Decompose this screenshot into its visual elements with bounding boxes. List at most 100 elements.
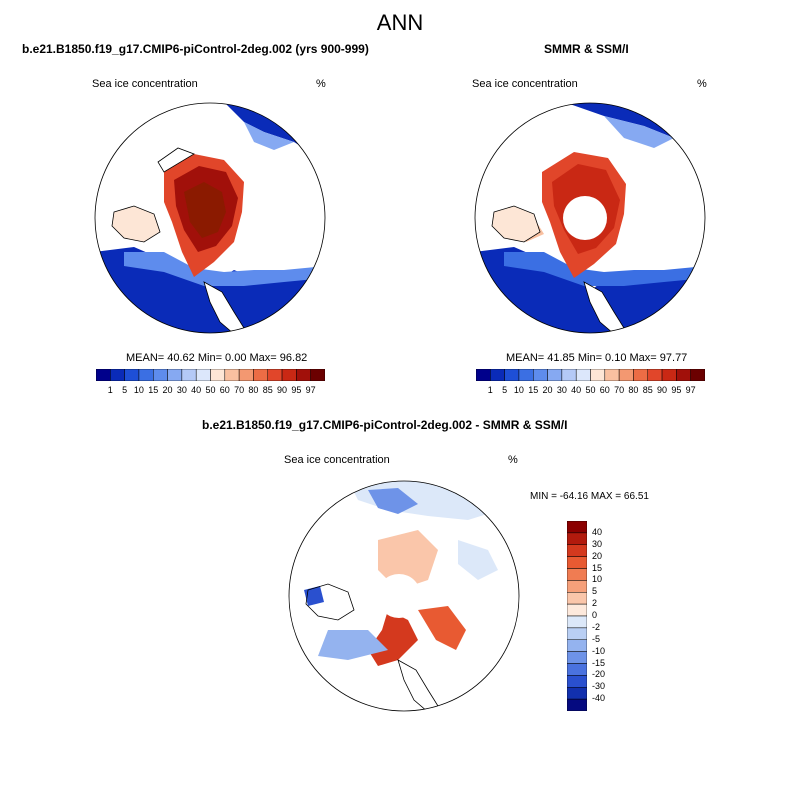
colorbar-tick-label: -40 xyxy=(592,693,606,704)
colorbar-swatch xyxy=(476,369,491,381)
colorbar-swatch xyxy=(590,369,606,381)
colorbar-swatch xyxy=(224,369,240,381)
colorbar-tick-label: 80 xyxy=(628,385,639,395)
colorbar-swatch xyxy=(238,369,254,381)
colorbar-tick-label: 97 xyxy=(685,385,696,395)
figure-title: ANN xyxy=(376,10,424,35)
colorbar-swatch xyxy=(647,369,663,381)
panel-3-title: b.e21.B1850.f19_g17.CMIP6-piControl-2deg… xyxy=(202,418,568,432)
panel-3-units: % xyxy=(508,454,518,466)
colorbar-swatch xyxy=(633,369,648,381)
panel-1-colorbar xyxy=(96,369,325,381)
colorbar-tick-label: 60 xyxy=(599,385,610,395)
colorbar-swatch xyxy=(181,369,197,381)
panel-3-colorbar-labels: 40 30 20 15 10 5 2 0 -2 -5 -10 -15 -20 -30 -40 xyxy=(592,521,622,711)
colorbar-tick-label: 90 xyxy=(277,385,288,395)
colorbar-swatch xyxy=(110,369,125,381)
panel-1-stats: MEAN= 40.62 Min= 0.00 Max= 96.82 xyxy=(126,352,308,364)
panel-1-title: b.e21.B1850.f19_g17.CMIP6-piControl-2deg… xyxy=(22,42,369,56)
colorbar-swatch xyxy=(96,369,111,381)
colorbar-tick-label: -10 xyxy=(592,645,606,656)
panel-2-colorbar-labels: 1 5 10 15 20 30 40 50 60 70 80 85 90 95 97 xyxy=(476,385,705,397)
colorbar-swatch xyxy=(567,687,587,700)
colorbar-tick-label: 30 xyxy=(556,385,567,395)
colorbar-swatch xyxy=(567,532,587,545)
colorbar-swatch xyxy=(533,369,548,381)
colorbar-tick-label: 30 xyxy=(176,385,187,395)
colorbar-swatch xyxy=(567,675,587,688)
colorbar-tick-label: 95 xyxy=(671,385,682,395)
colorbar-tick-label: 40 xyxy=(592,526,603,537)
colorbar-tick-label: -30 xyxy=(592,681,606,692)
colorbar-swatch xyxy=(567,580,587,593)
colorbar-swatch xyxy=(210,369,226,381)
panel-2-title: SMMR & SSM/I xyxy=(544,42,629,56)
colorbar-swatch xyxy=(575,369,591,381)
colorbar-tick-label: 97 xyxy=(305,385,316,395)
panel-1-field-label: Sea ice concentration xyxy=(92,78,198,90)
colorbar-tick-label: 90 xyxy=(657,385,668,395)
colorbar-tick-label: -5 xyxy=(592,633,601,644)
colorbar-swatch xyxy=(661,369,677,381)
colorbar-tick-label: 50 xyxy=(205,385,216,395)
colorbar-swatch xyxy=(567,521,587,534)
colorbar-tick-label: 5 xyxy=(502,385,508,395)
colorbar-swatch xyxy=(504,369,520,381)
colorbar-swatch xyxy=(567,615,587,629)
panel-1-units: % xyxy=(316,78,326,90)
colorbar-swatch xyxy=(561,369,577,381)
panel-3-colorbar xyxy=(567,521,587,711)
colorbar-swatch xyxy=(567,556,587,569)
colorbar-tick-label: 2 xyxy=(592,598,598,609)
colorbar-tick-label: 80 xyxy=(248,385,259,395)
colorbar-tick-label: 60 xyxy=(219,385,230,395)
colorbar-swatch xyxy=(567,698,587,711)
panel-3-stats: MIN = -64.16 MAX = 66.51 xyxy=(530,491,649,502)
colorbar-tick-label: -15 xyxy=(592,657,606,668)
colorbar-tick-label: 15 xyxy=(592,562,603,573)
colorbar-swatch xyxy=(547,369,563,381)
colorbar-tick-label: 20 xyxy=(592,550,603,561)
colorbar-tick-label: 20 xyxy=(162,385,173,395)
colorbar-tick-label: 40 xyxy=(191,385,202,395)
panel-3-polar-map xyxy=(288,480,520,712)
panel-1-polar-map xyxy=(94,102,326,334)
colorbar-swatch xyxy=(690,369,705,381)
panel-3-field-label: Sea ice concentration xyxy=(284,454,390,466)
panel-2-colorbar xyxy=(476,369,705,381)
colorbar-tick-label: 1 xyxy=(107,385,113,395)
colorbar-swatch xyxy=(153,369,168,381)
colorbar-tick-label: 95 xyxy=(291,385,302,395)
colorbar-swatch xyxy=(518,369,534,381)
colorbar-tick-label: 50 xyxy=(585,385,596,395)
colorbar-swatch xyxy=(567,663,587,676)
colorbar-tick-label: 10 xyxy=(592,574,603,585)
colorbar-tick-label: 85 xyxy=(262,385,273,395)
colorbar-tick-label: 15 xyxy=(528,385,539,395)
colorbar-swatch xyxy=(567,627,587,640)
colorbar-swatch xyxy=(490,369,505,381)
colorbar-swatch xyxy=(267,369,283,381)
colorbar-tick-label: -2 xyxy=(592,621,601,632)
colorbar-swatch xyxy=(138,369,154,381)
colorbar-swatch xyxy=(567,544,587,557)
colorbar-swatch xyxy=(618,369,634,381)
colorbar-swatch xyxy=(253,369,268,381)
colorbar-swatch xyxy=(567,639,587,652)
colorbar-tick-label: -20 xyxy=(592,669,606,680)
colorbar-tick-label: 30 xyxy=(592,538,603,549)
colorbar-tick-label: 5 xyxy=(122,385,128,395)
colorbar-tick-label: 15 xyxy=(148,385,159,395)
colorbar-swatch xyxy=(604,369,620,381)
colorbar-tick-label: 10 xyxy=(513,385,524,395)
colorbar-tick-label: 70 xyxy=(614,385,625,395)
colorbar-swatch xyxy=(567,568,587,581)
colorbar-tick-label: 85 xyxy=(642,385,653,395)
colorbar-swatch xyxy=(124,369,140,381)
colorbar-tick-label: 20 xyxy=(542,385,553,395)
panel-2-polar-map xyxy=(474,102,706,334)
panel-2-stats: MEAN= 41.85 Min= 0.10 Max= 97.77 xyxy=(506,352,688,364)
colorbar-swatch xyxy=(195,369,211,381)
colorbar-swatch xyxy=(310,369,325,381)
colorbar-swatch xyxy=(567,651,587,664)
